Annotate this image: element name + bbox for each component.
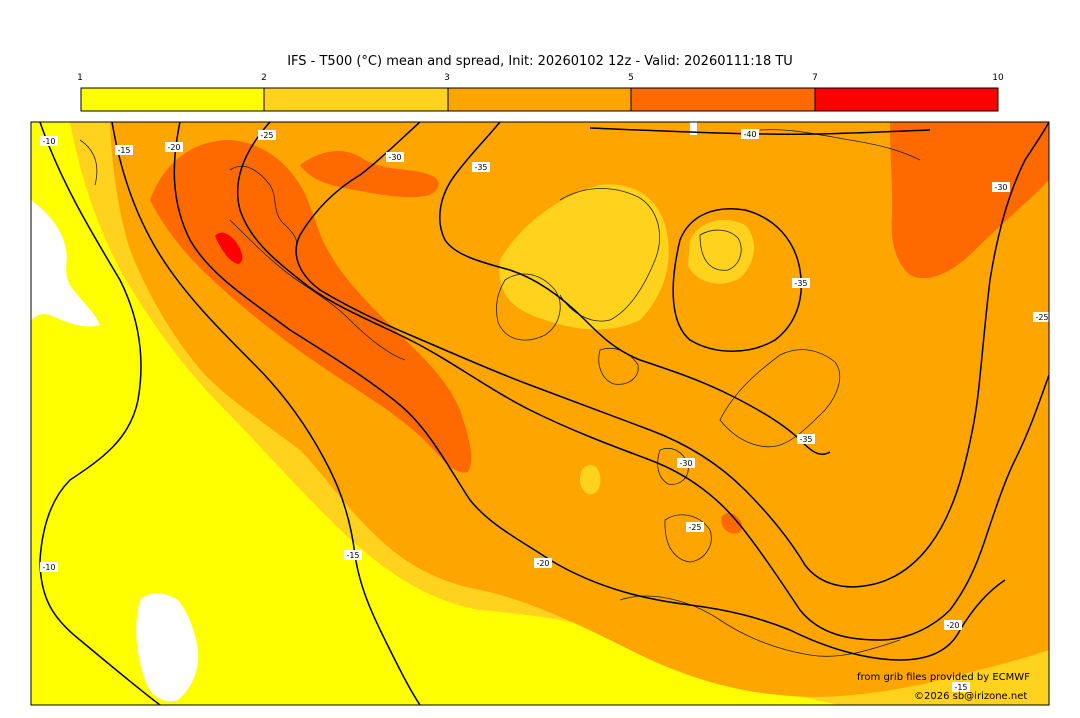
label-m35-north: -35 <box>472 162 490 172</box>
label-m10-southwest: -10 <box>40 562 58 572</box>
label-m25-west: -25 <box>258 130 276 140</box>
svg-text:-15: -15 <box>346 551 359 560</box>
label-m40-north: -40 <box>741 129 759 139</box>
label-m35-east: -35 <box>792 278 810 288</box>
color-legend: 1 2 3 5 7 10 <box>77 73 1004 112</box>
chart-title: IFS - T500 (°C) mean and spread, Init: 2… <box>287 54 793 69</box>
no-data-alaska <box>31 200 100 327</box>
label-m15-atlantic: -15 <box>344 550 362 560</box>
source-credit: from grib files provided by ECMWF <box>857 672 1030 683</box>
contour-m35-north <box>439 122 831 456</box>
svg-text:-25: -25 <box>260 131 273 140</box>
label-m15-west: -15 <box>115 145 133 155</box>
label-m30-north: -30 <box>386 152 404 162</box>
contour-m20-west <box>173 122 1006 661</box>
svg-text:-30: -30 <box>388 153 401 162</box>
spread-band-4-canada <box>150 140 472 473</box>
legend-tick-7: 7 <box>812 73 818 83</box>
label-m30-europe: -30 <box>677 458 695 468</box>
spread-band-2-patch <box>580 465 601 495</box>
label-m15-southeast: -15 <box>952 682 970 692</box>
label-m10-west: -10 <box>40 136 58 146</box>
spread-band-2-svalbard <box>688 220 755 284</box>
label-m20-west: -20 <box>165 142 183 152</box>
svg-text:-20: -20 <box>167 143 180 152</box>
svg-text:-10: -10 <box>42 563 55 572</box>
legend-tick-2: 2 <box>261 73 267 83</box>
coastlines <box>79 129 921 657</box>
contour-m40-north <box>589 127 931 135</box>
label-m25-europe: -25 <box>686 522 704 532</box>
no-data-pacific-island <box>136 593 199 702</box>
map-frame <box>30 121 1050 706</box>
label-m20-southeast: -20 <box>944 620 962 630</box>
no-data-north-edge <box>690 122 697 135</box>
label-m25-east: -25 <box>1033 312 1049 322</box>
svg-text:-20: -20 <box>946 621 959 630</box>
svg-text:-30: -30 <box>994 183 1007 192</box>
svg-text:-40: -40 <box>743 130 756 139</box>
spread-band-4-europe <box>721 513 743 534</box>
contour-m10-west <box>39 122 161 705</box>
spread-band-4-north <box>300 150 439 198</box>
svg-text:-15: -15 <box>954 683 967 692</box>
label-m20-atlantic: -20 <box>534 558 552 568</box>
legend-tick-10: 10 <box>992 73 1004 83</box>
copyright-credit: ©2026 sb@irizone.net <box>914 691 1028 702</box>
spread-band-2-greenland <box>499 184 669 330</box>
contour-m15-west <box>111 122 421 705</box>
legend-tick-1: 1 <box>77 73 83 83</box>
legend-tick-5: 5 <box>628 73 634 83</box>
svg-text:-30: -30 <box>679 459 692 468</box>
contour-m30-northwest <box>295 122 1049 588</box>
contour-m35-east <box>672 208 802 352</box>
svg-text:-25: -25 <box>688 523 701 532</box>
spread-band-3 <box>110 122 1049 697</box>
legend-tick-labels: 1 2 3 5 7 10 <box>77 73 1004 83</box>
svg-text:-15: -15 <box>117 146 130 155</box>
svg-text:-35: -35 <box>474 163 487 172</box>
legend-box-5 <box>814 87 999 112</box>
svg-text:-10: -10 <box>42 137 55 146</box>
svg-text:-20: -20 <box>536 559 549 568</box>
svg-text:-25: -25 <box>1035 313 1048 322</box>
label-m35-scand: -35 <box>797 434 815 444</box>
svg-text:-35: -35 <box>799 435 812 444</box>
spread-band-4-siberia <box>890 122 1049 279</box>
temperature-contours <box>39 122 1049 705</box>
contour-labels: -10 -15 -20 -25 -30 -35 -40 -35 -35 -30 … <box>40 129 1049 692</box>
label-m30-eurasia: -30 <box>992 182 1010 192</box>
svg-text:-35: -35 <box>794 279 807 288</box>
contour-m25-west <box>236 122 1049 641</box>
spread-band-5-spot <box>215 232 243 264</box>
legend-tick-3: 3 <box>444 73 450 83</box>
